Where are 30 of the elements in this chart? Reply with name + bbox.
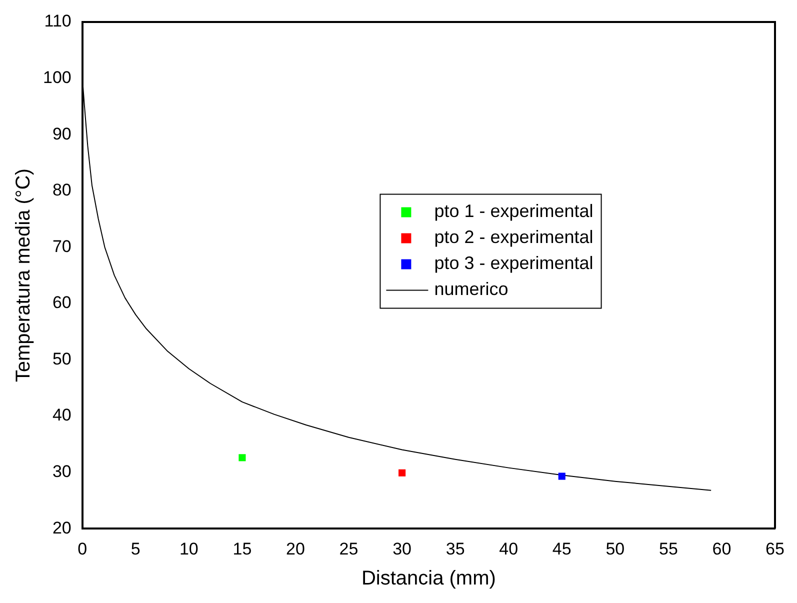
- legend-label: numerico: [434, 279, 508, 300]
- x-tick-label: 25: [339, 539, 358, 558]
- x-tick-label: 15: [232, 539, 252, 558]
- x-tick-label: 5: [130, 539, 140, 558]
- x-tick-label: 50: [606, 539, 625, 558]
- x-tick-label: 35: [446, 539, 465, 558]
- y-tick-label: 90: [52, 124, 72, 144]
- x-tick-label: 40: [499, 539, 518, 558]
- legend-label: pto 2 - experimental: [434, 227, 594, 248]
- legend-label: pto 3 - experimental: [434, 253, 594, 274]
- y-tick-label: 70: [52, 236, 72, 256]
- y-tick-label: 40: [52, 406, 72, 425]
- y-tick-label: 100: [42, 68, 72, 87]
- y-tick-label: 60: [52, 293, 72, 312]
- x-tick-label: 60: [712, 539, 732, 558]
- y-axis-title: Temperatura media (°C): [12, 168, 35, 382]
- x-tick-label: 20: [286, 539, 305, 558]
- x-tick-label: 45: [552, 539, 572, 558]
- y-tick-label: 110: [44, 12, 72, 31]
- legend-label: pto 1 - experimental: [434, 201, 594, 222]
- x-tick-label: 30: [392, 539, 412, 558]
- x-tick-label: 65: [766, 539, 784, 558]
- y-tick-label: 80: [52, 180, 72, 200]
- x-tick-label: 55: [658, 539, 678, 558]
- x-tick-label: 10: [179, 539, 198, 558]
- x-axis-title: Distancia (mm): [361, 568, 496, 590]
- y-tick-label: 20: [52, 518, 72, 538]
- x-tick-label: 0: [78, 539, 88, 558]
- y-tick-label: 50: [52, 349, 72, 368]
- y-tick-label: 30: [52, 462, 72, 481]
